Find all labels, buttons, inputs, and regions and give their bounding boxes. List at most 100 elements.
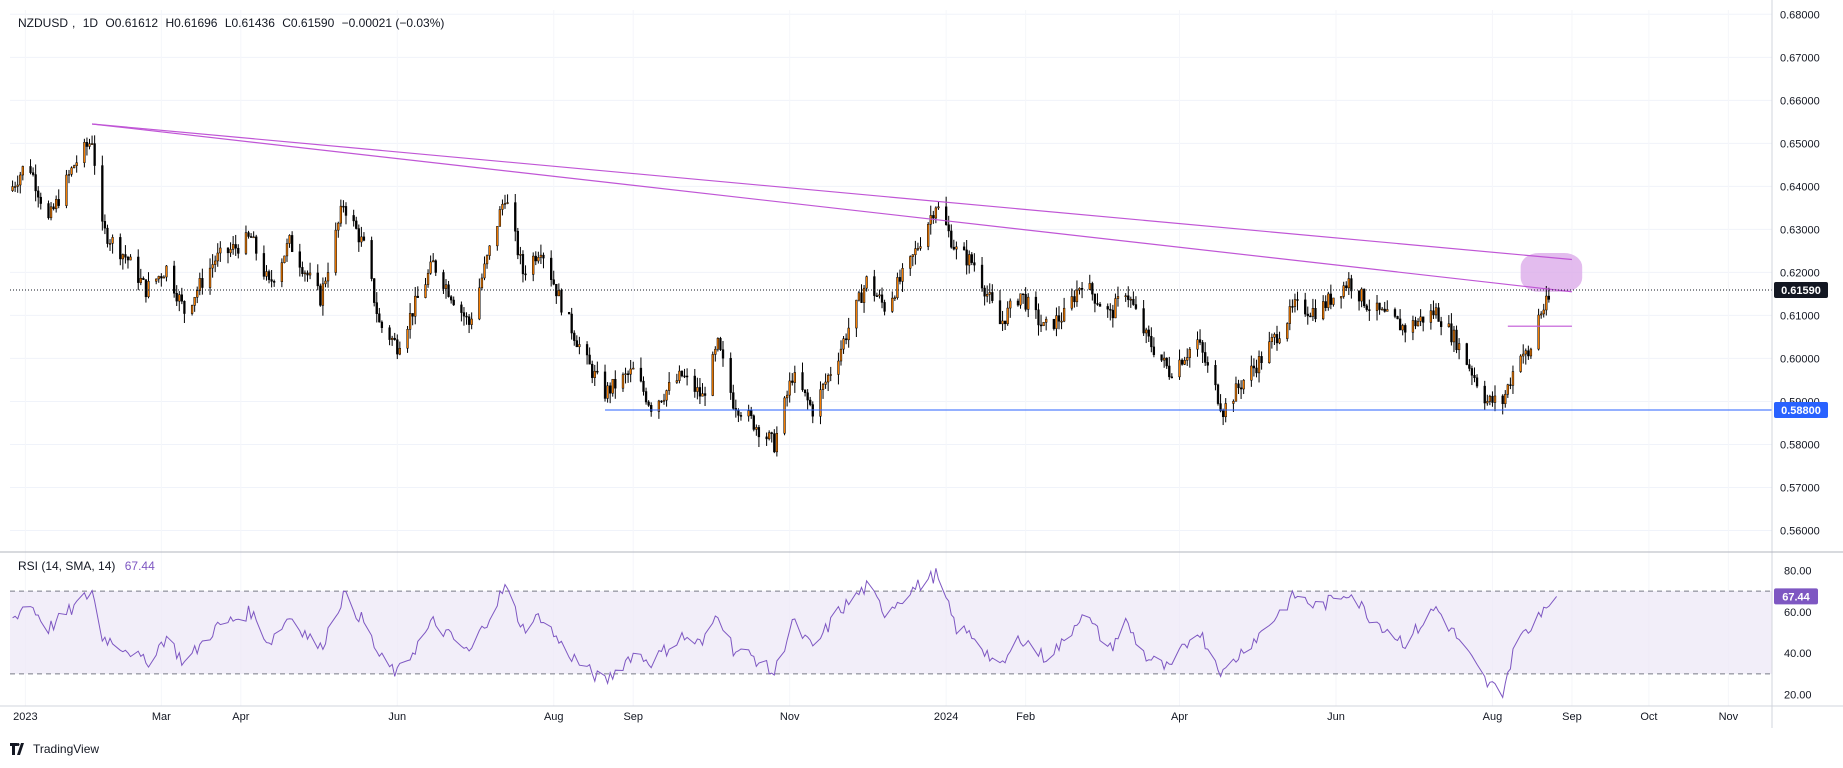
candle-up [1183,359,1186,365]
candle-down [1127,295,1130,300]
time-tick-label: Aug [544,711,564,723]
candle-up [1506,384,1509,395]
candle-up [391,337,394,340]
candle-up [1273,334,1276,338]
candle-up [193,297,196,306]
candle-down [93,143,96,166]
candle-down [306,272,309,276]
support-price-label-bg [1774,402,1828,419]
symbol-name[interactable]: NZDUSD [18,16,68,30]
candle-up [632,367,635,370]
candle-up [821,384,825,390]
candle-up [288,235,291,244]
candle-up [934,207,938,219]
rsi-label[interactable]: RSI (14, SMA, 14) [18,559,116,573]
candle-down [375,302,378,314]
candle-down [1016,300,1020,306]
candle-down [550,257,553,280]
candle-down [357,228,360,243]
candle-up [1116,296,1120,299]
candle-up [408,313,412,330]
candle-down [757,427,761,438]
candle-down [85,142,89,147]
candle-up [1270,337,1274,343]
price-tick-label: 0.61000 [1780,310,1820,322]
price-tick-label: 0.60000 [1780,353,1820,365]
candle-down [378,313,381,323]
candle-up [198,278,201,291]
candle-down [1393,309,1397,317]
candle-down [1239,387,1243,390]
candle-down [644,391,648,403]
candle-up [485,255,489,265]
candle-down [698,387,702,397]
candle-down [180,294,183,302]
candle-up [1529,348,1533,357]
candle-up [478,287,481,320]
candle-down [1396,316,1399,320]
candle-down [449,296,453,301]
candle-up [1447,323,1450,327]
candle-up [501,203,504,210]
resistance-zone [1520,253,1583,292]
candle-up [488,245,491,256]
candle-up [714,348,717,355]
candle-down [950,230,953,248]
candle-down [647,401,650,406]
time-tick-label: 2024 [934,711,958,723]
candle-down [1134,304,1138,309]
axes-layer: 0.68000 0.67000 0.66000 0.65000 0.64000 0.630… [0,0,1843,728]
candle-up [1001,320,1004,325]
candle-up [711,354,714,396]
candle-up [1288,306,1291,324]
candle-down [388,327,391,340]
tradingview-logo-icon [10,743,24,755]
time-tick-label: Oct [1640,711,1657,723]
candle-up [211,264,214,269]
candle-up [824,381,827,385]
candle-down [873,276,876,296]
candle-down [1465,343,1468,365]
candle-down [1475,377,1479,387]
tradingview-brand[interactable]: TradingView [10,742,99,756]
candle-up [321,283,325,306]
candle-down [737,410,740,416]
candle-up [1504,393,1507,405]
rsi-legend: RSI (14, SMA, 14) 67.44 [18,559,155,573]
candle-up [1009,300,1012,309]
candle-up [1452,329,1456,343]
candle-down [521,254,525,275]
candle-down [1422,316,1425,323]
candle-up [914,248,917,256]
candle-down [1237,383,1240,389]
candle-up [21,166,24,176]
candle-up [147,280,150,298]
candle-down [290,235,294,252]
candle-up [165,265,168,278]
candle-up [139,277,142,283]
candle-down [614,378,617,389]
time-tick-label: Sep [623,711,643,723]
candle-up [578,344,581,348]
candle-up [108,243,112,245]
candle-down [1034,296,1038,311]
candle-up [1124,295,1127,297]
candle-up [539,254,543,258]
candle-down [355,220,358,229]
candle-up [1401,325,1404,331]
candle-up [1524,350,1527,355]
candle-down [234,244,237,249]
candle-down [1021,293,1025,295]
candle-down [175,293,178,302]
candle-down [37,190,40,198]
candle-down [1329,293,1333,305]
time-tick-label: Nov [780,711,800,723]
grid-layer [10,10,1772,706]
candle-up [842,338,845,350]
candle-up [537,257,540,262]
candle-up [611,378,614,394]
interval-label[interactable]: 1D [82,16,99,30]
candle-down [809,399,812,405]
candle-down [52,206,55,210]
